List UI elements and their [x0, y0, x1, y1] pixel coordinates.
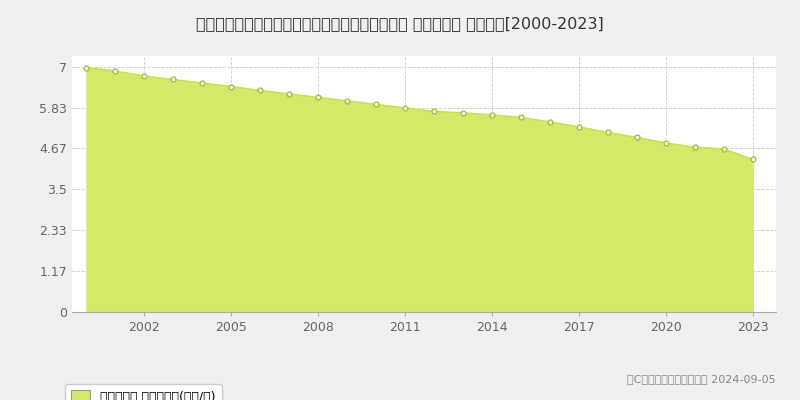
- Text: 京都府宮津市字由良小字上良１０２６番ほか２筆 基準地価格 地価推移[2000-2023]: 京都府宮津市字由良小字上良１０２６番ほか２筆 基準地価格 地価推移[2000-2…: [196, 16, 604, 31]
- Legend: 基準地価格 平均坪単価(万円/坪): 基準地価格 平均坪単価(万円/坪): [65, 384, 222, 400]
- Text: （C）土地価格ドットコム 2024-09-05: （C）土地価格ドットコム 2024-09-05: [627, 374, 776, 384]
